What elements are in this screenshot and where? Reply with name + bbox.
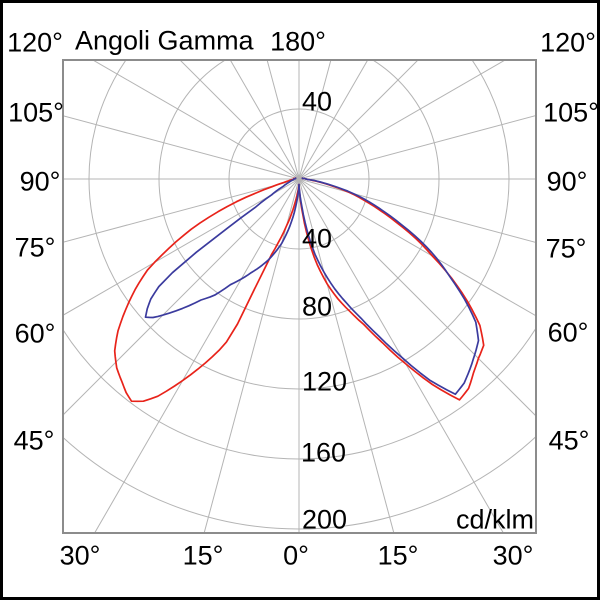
gamma-angle-label: 120° xyxy=(7,27,63,58)
intensity-tick-label: 160 xyxy=(301,437,347,468)
gamma-angle-label: 105° xyxy=(8,97,64,128)
intensity-tick-label: 40 xyxy=(302,86,333,117)
gamma-angle-label: 0° xyxy=(283,540,309,571)
gamma-angle-label: 90° xyxy=(546,166,588,197)
gamma-angle-label: 15° xyxy=(377,540,419,571)
intensity-tick-label: 80 xyxy=(302,291,333,322)
gamma-angle-label: 15° xyxy=(182,540,224,571)
gamma-angle-label: 45° xyxy=(548,425,590,456)
gamma-angle-label: 105° xyxy=(543,97,599,128)
unit-label: cd/klm xyxy=(455,504,534,535)
gamma-angle-label: 90° xyxy=(19,166,61,197)
gamma-angle-label: 45° xyxy=(13,425,55,456)
gamma-angle-label: 120° xyxy=(540,27,596,58)
intensity-tick-label: 40 xyxy=(302,223,333,254)
gamma-angle-label: 60° xyxy=(547,317,589,348)
intensity-tick-label: 120 xyxy=(302,366,348,397)
polar-grid-and-curves xyxy=(62,59,537,534)
gamma-angle-label: 75° xyxy=(14,232,56,263)
chart-title: Angoli Gamma xyxy=(75,25,254,56)
gamma-angle-label: 75° xyxy=(545,233,587,264)
gamma-angle-label: 180° xyxy=(270,26,326,57)
gamma-angle-label: 60° xyxy=(14,318,56,349)
gamma-angle-label: 30° xyxy=(492,540,534,571)
gamma-angle-label: 30° xyxy=(59,540,101,571)
intensity-tick-label: 200 xyxy=(302,504,348,535)
